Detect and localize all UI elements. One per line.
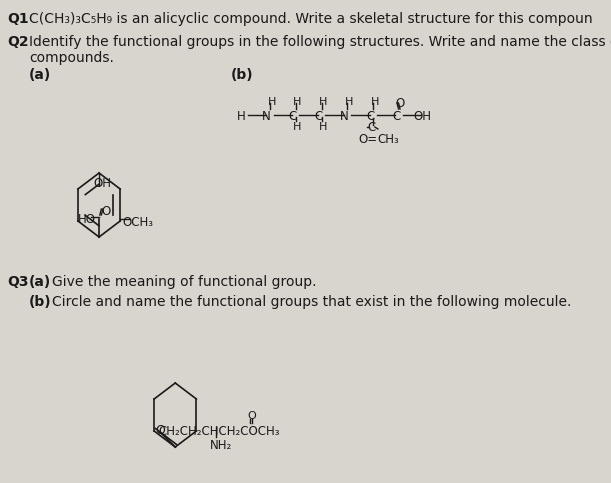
Text: Q1: Q1: [7, 12, 29, 26]
Text: CH₃: CH₃: [377, 133, 399, 146]
Text: Give the meaning of functional group.: Give the meaning of functional group.: [52, 275, 316, 289]
Text: H: H: [268, 97, 276, 107]
Text: OH: OH: [93, 177, 111, 190]
Text: H: H: [320, 122, 327, 132]
Text: OH: OH: [413, 110, 431, 123]
Text: O: O: [101, 205, 111, 218]
Text: Q2: Q2: [7, 35, 29, 49]
Text: C(CH₃)₃C₅H₉ is an alicyclic compound. Write a skeletal structure for this compou: C(CH₃)₃C₅H₉ is an alicyclic compound. Wr…: [29, 12, 593, 26]
Text: C: C: [392, 110, 400, 123]
Text: HO: HO: [78, 213, 96, 226]
Text: O=: O=: [358, 133, 377, 146]
Text: H: H: [371, 97, 379, 107]
Text: OCH₃: OCH₃: [122, 216, 153, 229]
Text: O: O: [248, 411, 257, 421]
Text: H: H: [345, 97, 354, 107]
Text: (b): (b): [29, 295, 51, 309]
Text: C: C: [288, 110, 297, 123]
Text: NH₂: NH₂: [210, 439, 232, 452]
Text: O: O: [155, 424, 166, 437]
Text: N: N: [262, 110, 271, 123]
Text: C: C: [367, 121, 375, 134]
Text: Identify the functional groups in the following structures. Write and name the c: Identify the functional groups in the fo…: [29, 35, 611, 65]
Text: H: H: [320, 97, 327, 107]
Text: C: C: [366, 110, 375, 123]
Text: CH₂CH₂CHCH₂COCH₃: CH₂CH₂CHCH₂COCH₃: [158, 425, 279, 438]
Text: (a): (a): [29, 68, 51, 82]
Text: H: H: [236, 110, 245, 123]
Text: (b): (b): [231, 68, 254, 82]
Text: N: N: [340, 110, 349, 123]
Text: H: H: [293, 122, 302, 132]
Text: C: C: [315, 110, 323, 123]
Text: (a): (a): [29, 275, 51, 289]
Text: Circle and name the functional groups that exist in the following molecule.: Circle and name the functional groups th…: [52, 295, 571, 309]
Text: O: O: [395, 97, 404, 110]
Text: Q3: Q3: [7, 275, 29, 289]
Text: H: H: [293, 97, 302, 107]
